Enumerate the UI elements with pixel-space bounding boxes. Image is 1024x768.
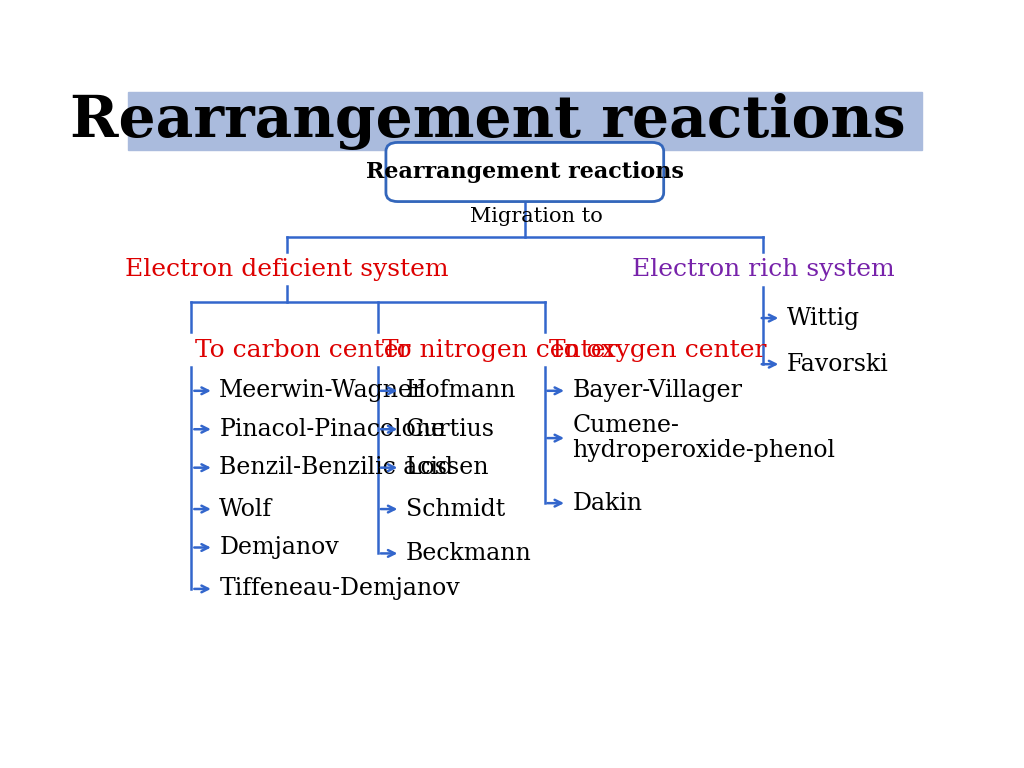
Text: Wolf: Wolf [219,498,272,521]
Text: To nitrogen center: To nitrogen center [382,339,617,362]
Text: Meerwin-Wagner: Meerwin-Wagner [219,379,425,402]
Text: To carbon center: To carbon center [196,339,411,362]
Text: Electron deficient system: Electron deficient system [125,258,449,281]
Text: Pinacol-Pinacolone: Pinacol-Pinacolone [219,418,445,441]
Text: Rearrangement reactions: Rearrangement reactions [366,161,684,183]
Text: To oxygen center: To oxygen center [549,339,766,362]
Bar [128,92,922,150]
Text: Dakin: Dakin [572,492,642,515]
Text: Benzil-Benzilic acid: Benzil-Benzilic acid [219,456,454,479]
Text: Favorski: Favorski [786,353,889,376]
FancyBboxPatch shape [386,142,664,201]
Text: Migration to: Migration to [470,207,603,226]
Text: Lossen: Lossen [406,456,489,479]
Text: Beckmann: Beckmann [406,542,531,565]
Text: Hofmann: Hofmann [406,379,516,402]
Text: Rearrangement reactions: Rearrangement reactions [70,93,905,150]
Text: Curtius: Curtius [406,418,495,441]
Text: Bayer-Villager: Bayer-Villager [572,379,742,402]
Text: Electron rich system: Electron rich system [632,258,894,281]
Text: Wittig: Wittig [786,306,860,329]
Text: Demjanov: Demjanov [219,536,339,559]
Text: Cumene-
hydroperoxide-phenol: Cumene- hydroperoxide-phenol [572,414,836,462]
Text: Schmidt: Schmidt [406,498,505,521]
Text: Tiffeneau-Demjanov: Tiffeneau-Demjanov [219,578,460,601]
